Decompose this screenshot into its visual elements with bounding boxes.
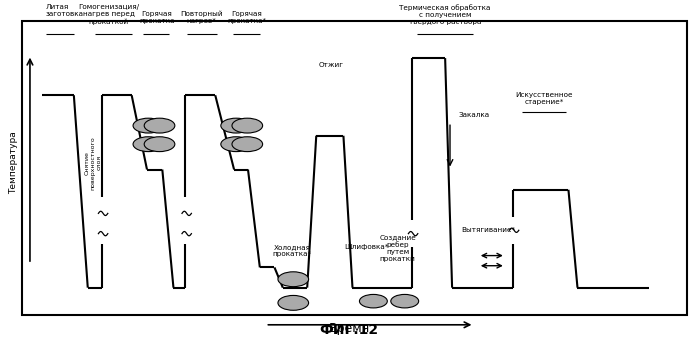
Circle shape xyxy=(391,294,419,308)
Text: Термическая обработка
с получением
твердого раствора: Термическая обработка с получением тверд… xyxy=(399,4,491,25)
Circle shape xyxy=(221,118,251,133)
Text: Закалка: Закалка xyxy=(459,113,489,119)
Bar xyxy=(22,21,687,315)
Text: Литая
заготовка: Литая заготовка xyxy=(46,4,84,17)
Circle shape xyxy=(359,294,387,308)
Circle shape xyxy=(144,118,174,133)
Circle shape xyxy=(221,137,251,152)
Text: ФИГ.12: ФИГ.12 xyxy=(320,323,378,337)
Circle shape xyxy=(144,137,174,152)
Text: Гомогенизация/
нагрев перед
прокаткой: Гомогенизация/ нагрев перед прокаткой xyxy=(78,4,139,25)
Text: Отжиг: Отжиг xyxy=(319,62,344,68)
Text: Снятие
поверхностного
слоя: Снятие поверхностного слоя xyxy=(85,136,102,190)
Text: Время: Время xyxy=(328,322,370,335)
Text: Горячая
прокатка: Горячая прокатка xyxy=(139,11,174,24)
Text: Температура: Температура xyxy=(9,132,17,194)
Circle shape xyxy=(278,272,309,287)
Circle shape xyxy=(278,295,309,310)
Text: Холодная
прокатка*: Холодная прокатка* xyxy=(272,244,311,257)
Text: Горячая
прокатка*: Горячая прокатка* xyxy=(227,11,266,24)
Text: Шлифовка*: Шлифовка* xyxy=(344,244,389,250)
Circle shape xyxy=(133,118,164,133)
Text: Создание
ребер
путем
прокатки: Создание ребер путем прокатки xyxy=(380,234,416,262)
Text: Вытягивание*: Вытягивание* xyxy=(461,227,515,233)
Text: Повторный
нагрев*: Повторный нагрев* xyxy=(180,11,223,24)
Circle shape xyxy=(133,137,164,152)
Circle shape xyxy=(232,137,262,152)
Circle shape xyxy=(232,118,262,133)
Text: Искусственное
старение*: Искусственное старение* xyxy=(515,92,573,105)
